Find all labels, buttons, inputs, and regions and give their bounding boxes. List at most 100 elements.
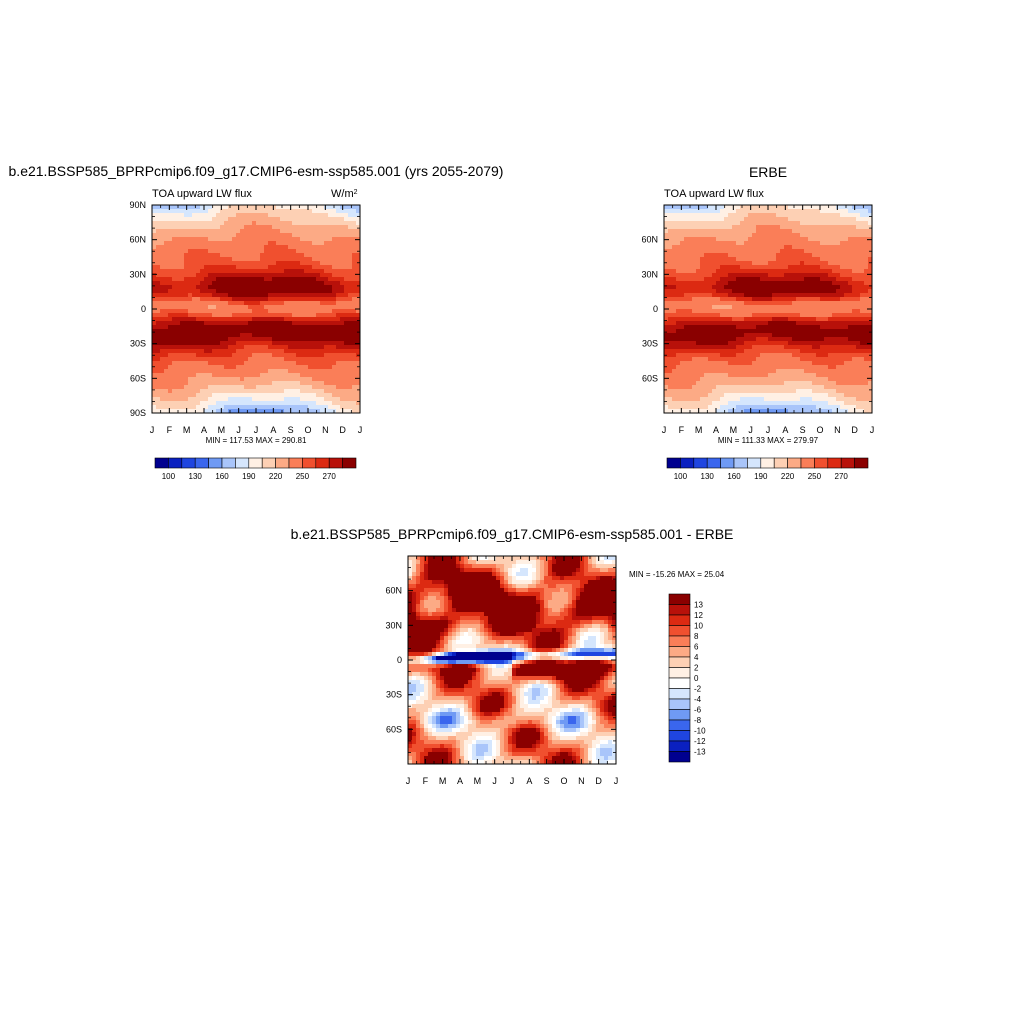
contour-cell (808, 289, 813, 294)
contour-cell (304, 233, 309, 238)
contour-cell (844, 313, 849, 318)
contour-cell (712, 349, 717, 354)
contour-cell (836, 289, 841, 294)
contour-cell (284, 309, 289, 314)
contour-cell (276, 357, 281, 362)
contour-cell (708, 293, 713, 298)
contour-cell (156, 273, 161, 278)
contour-cell (732, 305, 737, 310)
contour-cell (664, 297, 669, 302)
contour-cell (200, 205, 205, 210)
contour-cell (804, 241, 809, 246)
contour-cell (768, 345, 773, 350)
contour-cell (792, 341, 797, 346)
contour-cell (712, 241, 717, 246)
contour-cell (836, 357, 841, 362)
contour-cell (324, 221, 329, 226)
contour-cell (832, 325, 837, 330)
contour-cell (812, 317, 817, 322)
contour-cell (200, 237, 205, 242)
contour-cell (836, 329, 841, 334)
contour-cell (796, 249, 801, 254)
contour-cell (848, 329, 853, 334)
contour-cell (300, 313, 305, 318)
contour-cell (296, 345, 301, 350)
contour-cell (200, 405, 205, 410)
contour-cell (316, 357, 321, 362)
contour-cell (768, 309, 773, 314)
contour-cell (260, 205, 265, 210)
contour-cell (180, 381, 185, 386)
contour-cell (792, 277, 797, 282)
contour-cell (832, 257, 837, 262)
contour-cell (756, 345, 761, 350)
contour-cell (292, 265, 297, 270)
contour-cell (760, 253, 765, 258)
contour-cell (156, 405, 161, 410)
contour-cell (804, 253, 809, 258)
contour-cell (284, 373, 289, 378)
contour-cell (812, 305, 817, 310)
contour-cell (344, 205, 349, 210)
contour-cell (204, 237, 209, 242)
contour-cell (240, 253, 245, 258)
contour-cell (772, 321, 777, 326)
contour-cell (292, 333, 297, 338)
contour-cell (352, 229, 357, 234)
contour-cell (160, 325, 165, 330)
contour-cell (676, 305, 681, 310)
contour-cell (200, 269, 205, 274)
contour-cell (816, 309, 821, 314)
contour-cell (700, 293, 705, 298)
contour-cell (824, 293, 829, 298)
contour-cell (312, 269, 317, 274)
contour-cell (192, 405, 197, 410)
contour-cell (168, 249, 173, 254)
contour-cell (248, 345, 253, 350)
contour-cell (784, 341, 789, 346)
colorbar-label: 270 (323, 472, 337, 481)
contour-cell (820, 241, 825, 246)
contour-cell (744, 281, 749, 286)
contour-cell (724, 261, 729, 266)
contour-cell (184, 401, 189, 406)
contour-cell (200, 213, 205, 218)
contour-cell (780, 313, 785, 318)
contour-cell (836, 349, 841, 354)
contour-cell (340, 345, 345, 350)
contour-cell (724, 321, 729, 326)
contour-cell (320, 385, 325, 390)
contour-cell (820, 261, 825, 266)
contour-cell (804, 237, 809, 242)
contour-cell (828, 213, 833, 218)
contour-cell (176, 357, 181, 362)
contour-cell (236, 389, 241, 394)
contour-cell (720, 341, 725, 346)
contour-cell (164, 245, 169, 250)
contour-cell (704, 221, 709, 226)
contour-cell (272, 285, 277, 290)
contour-cell (276, 309, 281, 314)
contour-cell (180, 389, 185, 394)
contour-cell (308, 353, 313, 358)
contour-cell (344, 253, 349, 258)
contour-cell (740, 309, 745, 314)
contour-cell (212, 361, 217, 366)
contour-cell (316, 257, 321, 262)
contour-cell (800, 257, 805, 262)
contour-cell (796, 221, 801, 226)
contour-cell (312, 293, 317, 298)
contour-cell (848, 337, 853, 342)
contour-cell (212, 245, 217, 250)
contour-cell (724, 205, 729, 210)
contour-cell (304, 329, 309, 334)
contour-cell (724, 245, 729, 250)
contour-cell (156, 317, 161, 322)
contour-cell (764, 333, 769, 338)
contour-cell (756, 301, 761, 306)
contour-cell (196, 385, 201, 390)
contour-cell (708, 349, 713, 354)
contour-cell (212, 409, 217, 413)
contour-cell (788, 353, 793, 358)
contour-cell (152, 233, 157, 238)
